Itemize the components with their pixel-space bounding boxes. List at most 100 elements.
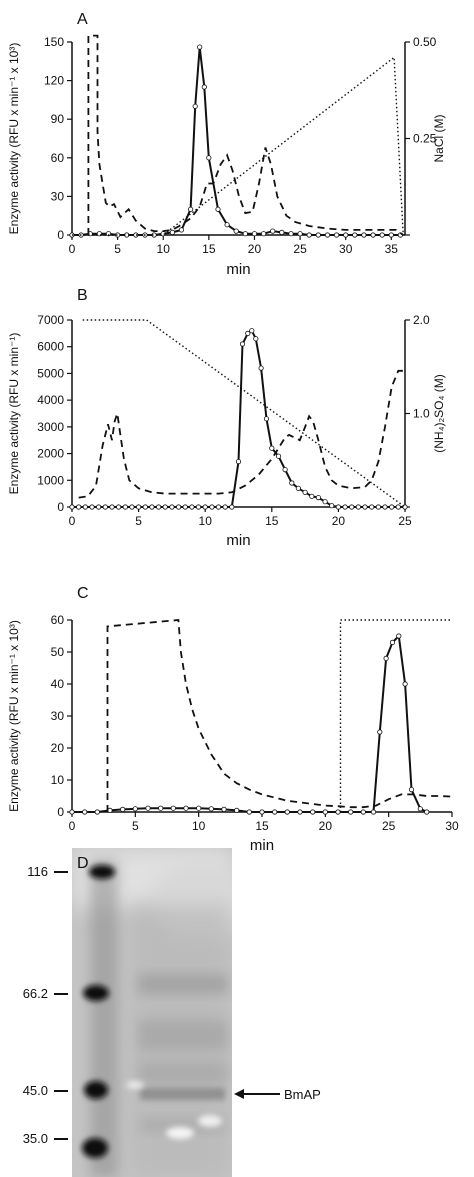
panel-b-label: B <box>77 287 88 304</box>
x-tick-label: 5 <box>135 514 142 528</box>
data-point <box>362 504 368 510</box>
data-point <box>94 809 100 815</box>
y-tick-label: 50 <box>51 645 65 659</box>
y-axis-label: Enzyme activity (RFU x min⁻¹) <box>7 333 21 495</box>
bmap-annotation: BmAP <box>284 1087 321 1102</box>
mw-marker-label: 116 <box>27 864 48 879</box>
x-tick-label: 35 <box>385 242 399 256</box>
x-tick-label: 10 <box>157 242 171 256</box>
gel-marker-band-35 <box>82 1138 108 1158</box>
data-point <box>355 504 361 510</box>
panel-a-chart: A 0 30 60 90 120 150 0 5 10 15 20 25 30 35 0.25 0.50 min… <box>7 11 446 278</box>
data-point <box>342 504 348 510</box>
data-point <box>162 504 168 510</box>
data-point <box>282 466 288 473</box>
panel-c-plot: 0 10 20 30 40 50 60 0 5 10 15 20 25 30 min Enzyme activ… <box>7 613 459 854</box>
data-point <box>246 809 252 815</box>
y-tick-label: 20 <box>51 741 65 755</box>
data-point <box>96 504 102 510</box>
mw-marker-label: 66.2 <box>23 986 48 1001</box>
y-tick-label: 1000 <box>37 473 64 487</box>
data-point <box>369 504 375 510</box>
data-point <box>133 232 139 238</box>
x-axis-label: min <box>226 532 250 549</box>
series-dotted-line <box>72 56 404 236</box>
data-point <box>263 416 270 422</box>
data-point <box>239 341 246 347</box>
data-point <box>149 504 155 510</box>
x-tick-label: 30 <box>445 819 459 833</box>
data-point <box>417 806 423 812</box>
x-tick-label: 10 <box>199 514 213 528</box>
data-point <box>370 232 376 238</box>
data-point <box>297 809 303 815</box>
data-point <box>170 805 176 811</box>
data-point <box>348 809 354 815</box>
data-point <box>302 489 308 495</box>
data-point <box>215 504 222 510</box>
data-point <box>229 504 235 510</box>
y-tick-label: 40 <box>51 677 65 691</box>
data-point <box>197 44 203 50</box>
data-point <box>324 232 331 238</box>
x-axis-label: min <box>250 837 274 854</box>
y-tick-label: 90 <box>51 112 65 126</box>
data-point <box>279 229 285 235</box>
panel-a-plot: 0 30 60 90 120 150 0 5 10 15 20 25 30 35 0.25 0.50 min En… <box>7 34 446 278</box>
data-point <box>208 806 214 812</box>
data-point <box>182 504 188 510</box>
data-point <box>389 639 396 646</box>
data-point <box>349 504 355 510</box>
x-axis-label: min <box>226 261 250 278</box>
data-point <box>224 222 230 228</box>
data-point <box>156 504 162 510</box>
y-axis-label: Enzyme activity (RFU x min⁻¹ x 10³) <box>7 620 21 812</box>
data-point <box>102 504 108 510</box>
data-point <box>253 336 259 342</box>
data-point <box>233 228 239 234</box>
x-tick-label: 20 <box>248 242 262 256</box>
data-point <box>315 232 321 238</box>
data-point <box>379 232 385 238</box>
y-tick-label: 10 <box>51 773 65 787</box>
data-point <box>221 806 227 813</box>
y2-axis-label: (NH₄)₂SO₄ (M) <box>432 374 446 452</box>
data-point <box>295 485 301 491</box>
data-point <box>306 232 312 238</box>
y-tick-label: 3000 <box>37 420 64 434</box>
data-point <box>249 328 255 334</box>
data-point <box>215 206 221 212</box>
series-dashed-line <box>87 34 404 236</box>
data-point <box>288 231 294 237</box>
data-point <box>377 729 383 735</box>
gel-marker-band-66 <box>83 985 109 1001</box>
data-point <box>82 809 88 815</box>
panel-b-plot: 0 1000 2000 3000 4000 5000 6000 7000 0 5 10 15 20 25 1… <box>7 313 446 549</box>
data-point <box>289 480 295 486</box>
data-point <box>343 232 349 238</box>
data-point <box>69 504 75 510</box>
data-point <box>196 805 202 811</box>
data-point <box>335 504 341 510</box>
y-tick-label: 7000 <box>37 313 64 327</box>
gel-texture <box>72 848 232 1177</box>
data-point <box>145 805 151 811</box>
y-tick-label: 120 <box>44 74 64 88</box>
data-point <box>389 504 395 510</box>
data-point <box>260 231 267 237</box>
data-point <box>107 807 113 814</box>
y2-axis-label: NaCl (M) <box>432 115 446 163</box>
data-point <box>76 504 82 510</box>
mw-marker-label: 35.0 <box>23 1131 48 1146</box>
x-tick-label: 20 <box>332 514 346 528</box>
data-point <box>242 231 248 237</box>
x-tick-label: 25 <box>293 242 307 256</box>
y2-tick-label: 0.50 <box>413 35 437 49</box>
data-point <box>202 504 208 510</box>
data-point <box>269 445 275 451</box>
data-point <box>402 681 408 687</box>
panel-a-label: A <box>77 11 88 28</box>
data-point <box>176 504 182 510</box>
data-point <box>189 504 195 510</box>
